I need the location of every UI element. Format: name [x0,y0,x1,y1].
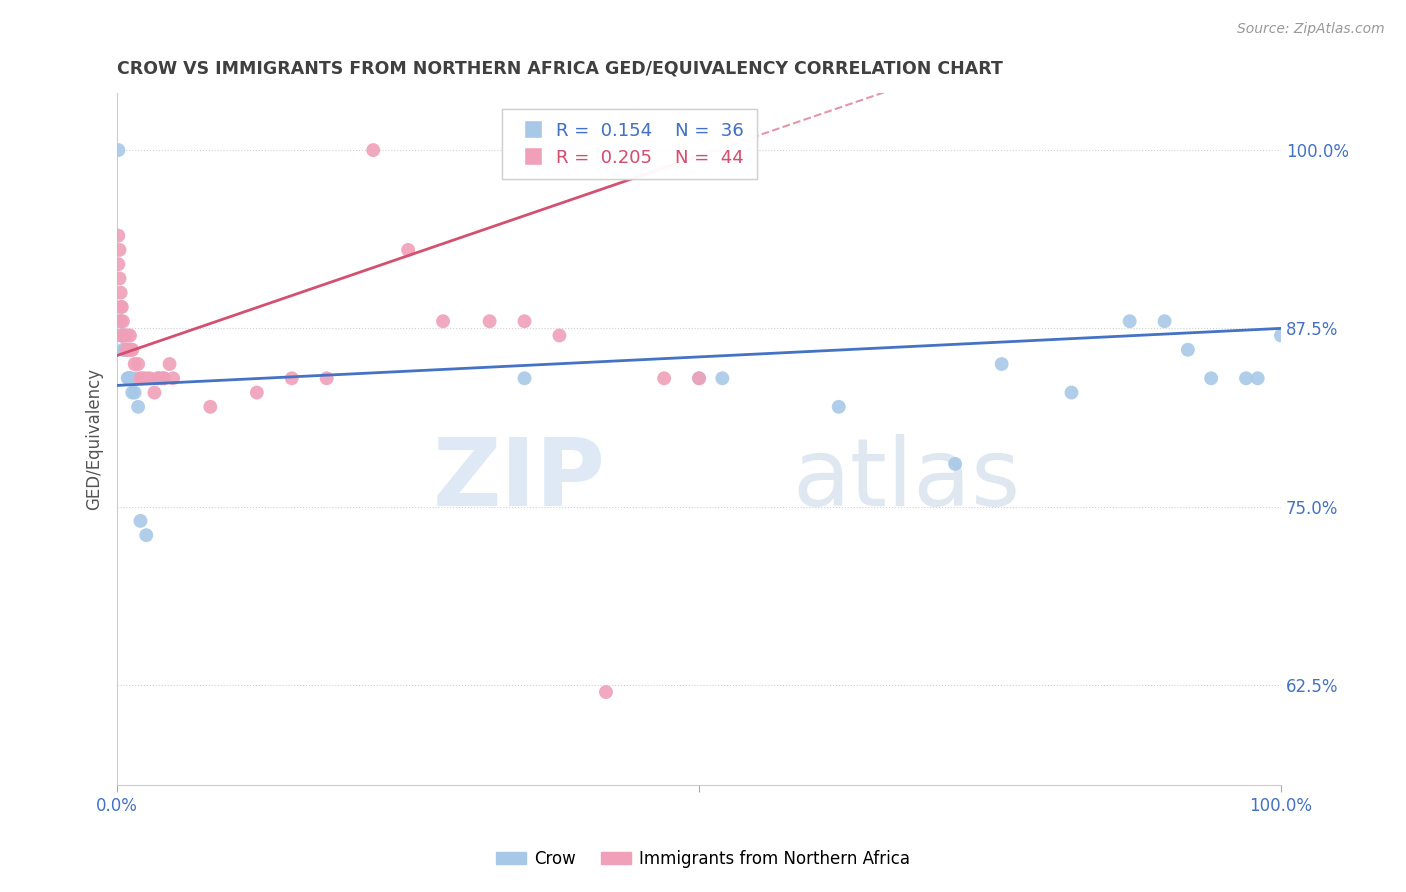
Point [135,371,157,385]
Point [108,271,131,285]
Text: atlas: atlas [792,434,1021,526]
Point [107,257,129,271]
Point [135,528,157,542]
Point [990,357,1012,371]
Point [117,328,139,343]
Point [513,371,536,385]
Point [281,371,304,385]
Point [118,371,141,385]
Point [132,371,155,385]
Point [127,400,149,414]
Point [124,357,146,371]
Point [361,143,384,157]
Point [139,371,162,385]
Point [1153,314,1175,328]
Text: Source: ZipAtlas.com: Source: ZipAtlas.com [1237,22,1385,37]
Point [110,314,132,328]
Point [152,371,174,385]
Point [125,371,148,385]
Legend: Crow, Immigrants from Northern Africa: Crow, Immigrants from Northern Africa [489,844,917,875]
Point [111,328,134,343]
Point [110,300,132,314]
Point [110,285,132,300]
Point [115,343,138,357]
Point [120,371,142,385]
Point [114,328,136,343]
Point [396,243,419,257]
Point [111,300,134,314]
Point [146,371,169,385]
Point [688,371,710,385]
Text: CROW VS IMMIGRANTS FROM NORTHERN AFRICA GED/EQUIVALENCY CORRELATION CHART: CROW VS IMMIGRANTS FROM NORTHERN AFRICA … [117,60,1002,78]
Point [595,685,617,699]
Point [110,328,132,343]
Point [315,371,337,385]
Point [118,328,141,343]
Point [127,357,149,371]
Point [652,371,675,385]
Point [432,314,454,328]
Point [110,314,132,328]
Point [1234,371,1257,385]
Point [118,343,141,357]
Point [107,228,129,243]
Point [111,343,134,357]
Point [162,371,184,385]
Point [152,371,174,385]
Point [143,385,166,400]
Point [688,371,710,385]
Point [112,343,135,357]
Point [478,314,501,328]
Point [1060,385,1083,400]
Point [108,314,131,328]
Point [111,314,134,328]
Point [548,328,571,343]
Point [711,371,734,385]
Point [1247,371,1270,385]
Legend: R =  0.154    N =  36, R =  0.205    N =  44: R = 0.154 N = 36, R = 0.205 N = 44 [502,109,756,179]
Point [200,400,222,414]
Point [129,371,152,385]
Point [120,343,142,357]
Point [115,343,138,357]
Point [129,514,152,528]
Y-axis label: GED/Equivalency: GED/Equivalency [86,368,103,510]
Point [1199,371,1222,385]
Point [1118,314,1140,328]
Point [117,371,139,385]
Point [246,385,269,400]
Point [111,328,134,343]
Text: ZIP: ZIP [433,434,606,526]
Point [121,385,143,400]
Point [1270,328,1292,343]
Point [146,371,169,385]
Point [150,371,173,385]
Point [107,143,129,157]
Point [159,357,181,371]
Point [1177,343,1199,357]
Point [828,400,851,414]
Point [121,343,143,357]
Point [111,328,134,343]
Point [943,457,966,471]
Point [124,385,146,400]
Point [118,371,141,385]
Point [111,328,134,343]
Point [513,314,536,328]
Point [112,328,135,343]
Point [108,243,131,257]
Point [114,343,136,357]
